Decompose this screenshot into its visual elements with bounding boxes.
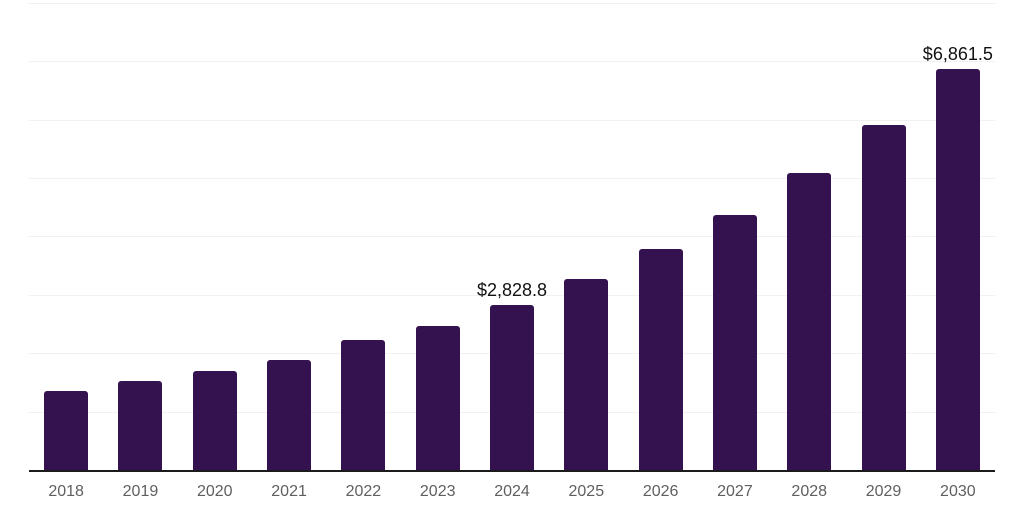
x-tick-2024: 2024: [494, 483, 530, 500]
x-tick-2021: 2021: [271, 483, 307, 500]
bar-2024: [490, 305, 534, 470]
bar-2019: [118, 381, 162, 470]
bar-2029: [862, 125, 906, 470]
plot-area: $2,828.8 $6,861.5: [29, 3, 995, 472]
x-tick-2030: 2030: [940, 483, 976, 500]
x-tick-2020: 2020: [196, 483, 233, 500]
bar-2023: [416, 326, 460, 470]
x-tick-2026: 2026: [642, 483, 679, 500]
x-axis: 2018 2019 2020 2021 2022 2023 2024 2025 2026 2027…: [29, 482, 995, 504]
x-tick-2029: 2029: [865, 483, 902, 500]
bar-2018: [44, 391, 88, 470]
gridline-4000: [29, 236, 995, 237]
x-tick-2028: 2028: [791, 483, 828, 500]
x-tick-2022: 2022: [345, 483, 382, 500]
x-tick-2025: 2025: [568, 483, 605, 500]
bar-2028: [787, 173, 831, 470]
bar-2030: [936, 69, 980, 470]
gridline-3000: [29, 295, 995, 296]
bar-2020: [193, 371, 237, 470]
gridline-5000: [29, 178, 995, 179]
gridline-7000: [29, 61, 995, 62]
x-tick-2023: 2023: [419, 483, 456, 500]
x-tick-2027: 2027: [717, 483, 753, 500]
bar-2026: [639, 249, 683, 470]
data-label-2024: $2,828.8: [476, 280, 548, 300]
x-tick-2019: 2019: [122, 483, 159, 500]
bar-2022: [341, 340, 385, 470]
x-tick-2018: 2018: [48, 483, 84, 500]
data-label-2030: $6,861.5: [922, 44, 993, 64]
bar-2021: [267, 360, 311, 470]
gridline-8000: [29, 3, 995, 4]
gridline-6000: [29, 120, 995, 121]
bar-2027: [713, 215, 757, 470]
bar-2025: [564, 279, 608, 470]
